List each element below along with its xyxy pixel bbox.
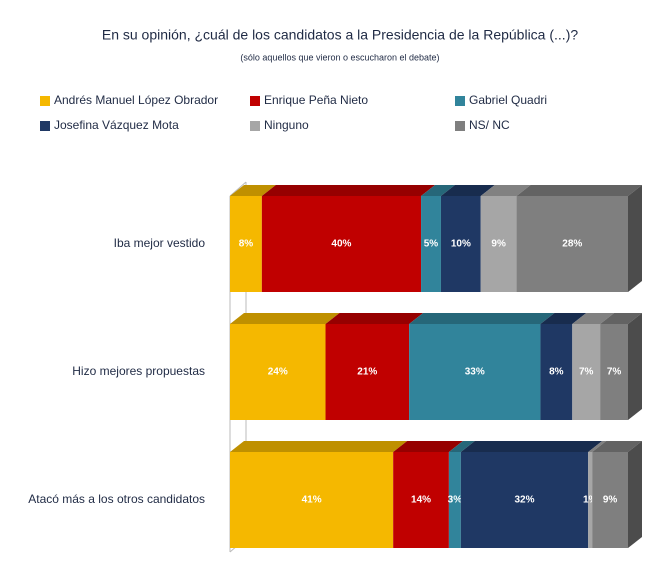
value-label: 40% bbox=[331, 239, 351, 250]
bar-side bbox=[628, 441, 642, 548]
bar-front bbox=[409, 324, 541, 420]
legend-label: Enrique Peña Nieto bbox=[264, 93, 368, 107]
bar-front bbox=[480, 196, 517, 292]
value-label: 33% bbox=[465, 367, 485, 378]
value-label: 1% bbox=[583, 495, 598, 506]
value-label: 10% bbox=[451, 239, 471, 250]
bar-segment bbox=[572, 313, 615, 420]
chart-subtitle: (sólo aquellos que vieron o escucharon e… bbox=[240, 52, 439, 62]
bar-segment bbox=[230, 185, 276, 292]
bar-segment bbox=[592, 441, 642, 548]
bar-segment bbox=[421, 185, 455, 292]
bar-top bbox=[421, 185, 455, 196]
bar-segment bbox=[600, 313, 642, 420]
legend-swatch bbox=[250, 96, 260, 106]
bar-segment bbox=[516, 185, 642, 292]
bar-top bbox=[460, 441, 603, 452]
value-label: 5% bbox=[424, 239, 439, 250]
legend-swatch bbox=[40, 96, 50, 106]
bar-top bbox=[448, 441, 475, 452]
category-label: Iba mejor vestido bbox=[114, 236, 206, 250]
bar-front bbox=[393, 452, 449, 548]
bar-segment bbox=[393, 441, 463, 548]
bar-segment bbox=[460, 441, 603, 548]
bar-front bbox=[421, 196, 441, 292]
bar-segment bbox=[440, 185, 495, 292]
bar-top bbox=[261, 185, 436, 196]
bar-segment bbox=[230, 313, 340, 420]
bar-segment bbox=[409, 313, 555, 420]
bar-front bbox=[261, 196, 422, 292]
bar-top bbox=[393, 441, 463, 452]
bar-top bbox=[480, 185, 531, 196]
value-label: 41% bbox=[302, 495, 322, 506]
legend-label: NS/ NC bbox=[469, 118, 510, 132]
category-label: Atacó más a los otros candidatos bbox=[28, 492, 205, 506]
bar-segment bbox=[480, 185, 531, 292]
bar-top bbox=[588, 441, 607, 452]
bar-top bbox=[540, 313, 587, 324]
bar-top bbox=[230, 185, 276, 196]
bar-front bbox=[600, 324, 628, 420]
bar-segment bbox=[261, 185, 436, 292]
bar-front bbox=[325, 324, 410, 420]
legend-label: Andrés Manuel López Obrador bbox=[54, 93, 218, 107]
bar-front bbox=[592, 452, 628, 548]
bar-front bbox=[448, 452, 461, 548]
value-label: 28% bbox=[562, 239, 582, 250]
bar-top bbox=[230, 441, 408, 452]
bar-front bbox=[516, 196, 628, 292]
bar-side bbox=[628, 185, 642, 292]
value-label: 7% bbox=[579, 367, 594, 378]
bar-top bbox=[516, 185, 642, 196]
value-label: 3% bbox=[448, 495, 463, 506]
value-label: 8% bbox=[239, 239, 254, 250]
category-label: Hizo mejores propuestas bbox=[72, 364, 205, 378]
value-label: 8% bbox=[549, 367, 564, 378]
value-label: 32% bbox=[515, 495, 535, 506]
bar-front bbox=[230, 324, 326, 420]
bar-front bbox=[230, 196, 262, 292]
bar-front bbox=[540, 324, 573, 420]
bar-top bbox=[230, 313, 340, 324]
legend-swatch bbox=[40, 121, 50, 131]
legend-swatch bbox=[455, 121, 465, 131]
bar-front bbox=[460, 452, 589, 548]
value-label: 14% bbox=[411, 495, 431, 506]
chart-title: En su opinión, ¿cuál de los candidatos a… bbox=[102, 27, 578, 43]
value-label: 7% bbox=[607, 367, 622, 378]
bar-segment bbox=[540, 313, 587, 420]
bar-top bbox=[592, 441, 642, 452]
bar-top bbox=[572, 313, 615, 324]
legend-swatch bbox=[250, 121, 260, 131]
value-label: 9% bbox=[603, 495, 618, 506]
legend-label: Gabriel Quadri bbox=[469, 93, 547, 107]
bar-front bbox=[230, 452, 394, 548]
legend-swatch bbox=[455, 96, 465, 106]
bar-segment bbox=[448, 441, 475, 548]
bar-side bbox=[628, 313, 642, 420]
bar-top bbox=[600, 313, 642, 324]
bar-front bbox=[440, 196, 481, 292]
bar-front bbox=[588, 452, 593, 548]
bar-top bbox=[409, 313, 555, 324]
bar-top bbox=[325, 313, 424, 324]
value-label: 9% bbox=[491, 239, 506, 250]
bar-top bbox=[440, 185, 495, 196]
value-label: 24% bbox=[268, 367, 288, 378]
bar-segment bbox=[230, 441, 408, 548]
legend-label: Josefina Vázquez Mota bbox=[54, 118, 179, 132]
value-label: 21% bbox=[357, 367, 377, 378]
legend-label: Ninguno bbox=[264, 118, 309, 132]
bar-front bbox=[572, 324, 601, 420]
bar-segment bbox=[325, 313, 424, 420]
bar-segment bbox=[588, 441, 607, 548]
